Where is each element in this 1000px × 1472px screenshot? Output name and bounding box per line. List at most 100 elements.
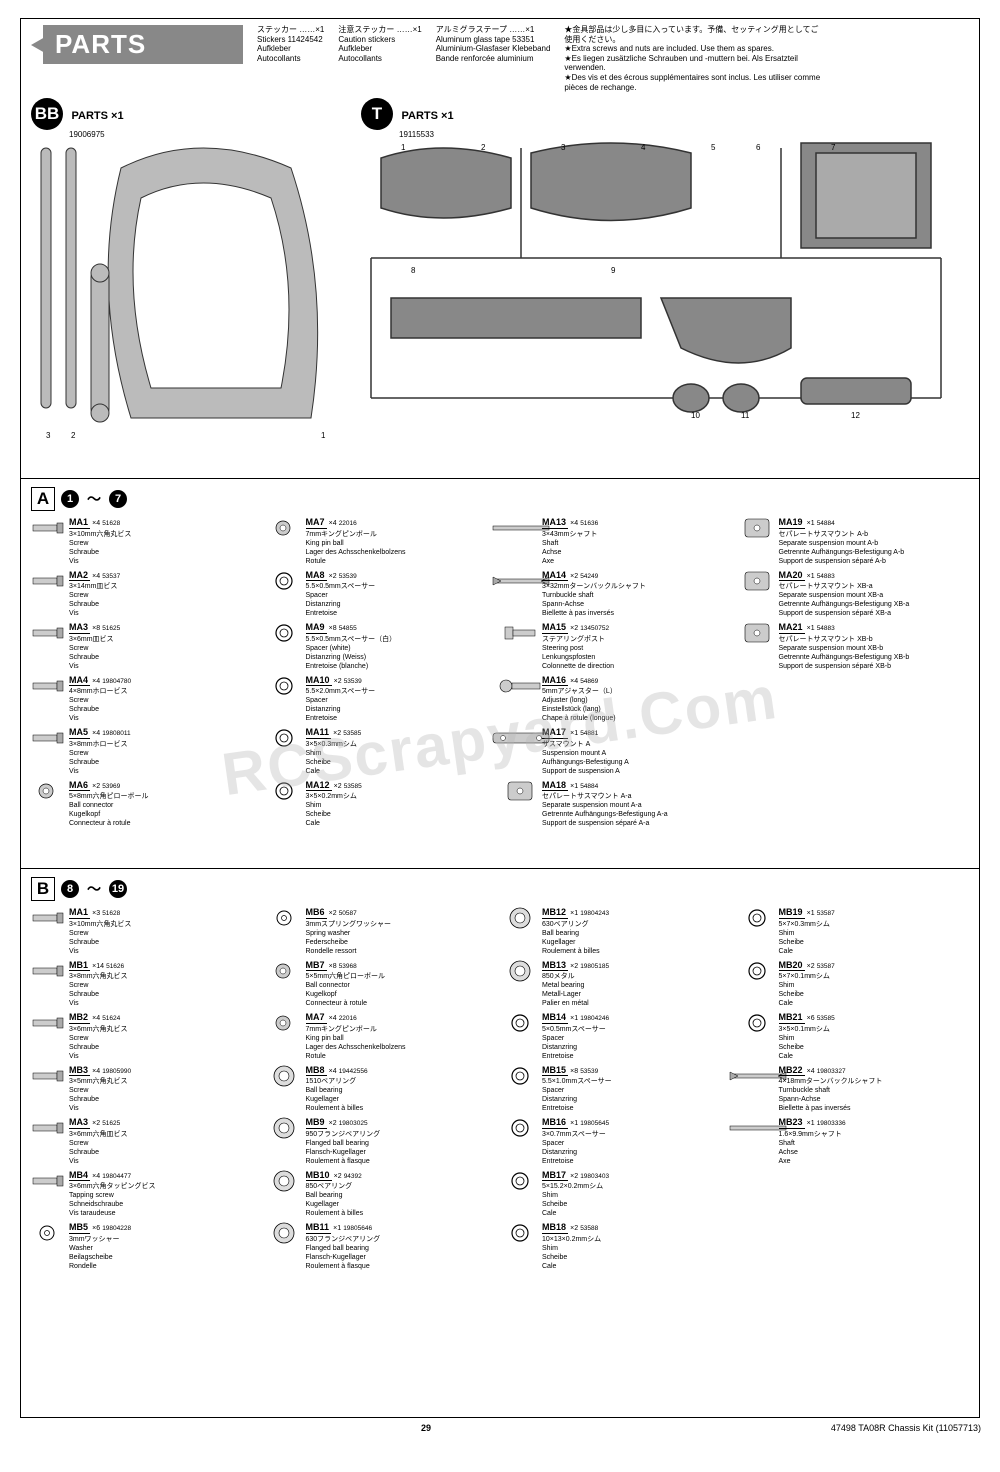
hw-item-MB3: MB3 ×4 198059903×5mm六角丸ビスScrewSchraubeVi… — [31, 1065, 260, 1114]
hw-desc-line: Schraube — [69, 706, 99, 713]
hw-desc-line: Spacer (white) — [306, 645, 351, 652]
hw-desc-line: Entretoise — [542, 1053, 574, 1060]
hw-text: MB4 ×4 198044773×6mm六角タッピングビスTapping scr… — [69, 1170, 260, 1219]
header-col-2: アルミグラステープ ……×1 Aluminum glass tape 53351… — [436, 25, 551, 63]
hw-text: MA21 ×1 54883セパレートサスマウント XB-bSeparate su… — [779, 622, 970, 671]
hw-partnum: 19805990 — [102, 1068, 131, 1075]
hw-code: MB23 — [779, 1117, 805, 1128]
hw-partnum: 53968 — [339, 963, 357, 970]
hw-icon — [31, 622, 65, 644]
hw-partnum: 19804246 — [580, 1015, 609, 1022]
note-2: ★Es liegen zusätzliche Schrauben und -mu… — [564, 54, 824, 73]
hw-desc-line: Scheibe — [306, 759, 331, 766]
hw-icon — [31, 960, 65, 982]
hw-desc-line: Vis — [69, 1105, 79, 1112]
hw-item-MB6: MB6 ×2 505873mmスプリングワッシャーSpring washerFe… — [268, 907, 497, 956]
hw-desc-line: Rondelle ressort — [306, 948, 357, 955]
section-a-header: A 1 〜 7 — [31, 487, 969, 511]
hw-icon — [504, 1222, 538, 1244]
hw-item-MB12: MB12 ×1 19804243630ベアリングBall bearingKuge… — [504, 907, 733, 956]
hw-item-MA20: MA20 ×1 54883セパレートサスマウント XB-aSeparate su… — [741, 570, 970, 619]
hw-desc-line: Palier en métal — [542, 1000, 589, 1007]
hw-desc-line: Shim — [306, 802, 322, 809]
hw-code: MA3 — [69, 622, 90, 633]
hw-desc-line: Vis — [69, 1053, 79, 1060]
hw-item-MB18: MB18 ×2 5358810×13×0.2mmシムShimScheibeCal… — [504, 1222, 733, 1271]
hw-jp: 1.6×9.9mmシャフト — [779, 1131, 842, 1138]
hw-desc-line: Lenkungspfosten — [542, 654, 595, 661]
hw-text: MA5 ×4 198080113×8mmホロービスScrewSchraubeVi… — [69, 727, 260, 776]
bb-circle: BB — [31, 98, 63, 130]
hw-partnum: 51624 — [102, 1015, 120, 1022]
hw-desc-line: Screw — [69, 1140, 88, 1147]
hw-qty: ×4 — [92, 678, 100, 685]
hw-text: MA3 ×8 516253×6mm皿ビスScrewSchraubeVis — [69, 622, 260, 671]
hw-qty: ×2 — [570, 1173, 578, 1180]
hw-desc-line: Getrennte Aufhängungs-Befestigung A-b — [779, 549, 905, 556]
hw-qty: ×2 — [570, 573, 578, 580]
hw-qty: ×1 — [570, 910, 578, 917]
hw-partnum: 54869 — [580, 678, 598, 685]
hw-item-MA7: MA7 ×4 220167mmキングピンボールKing pin ballLage… — [268, 1012, 497, 1061]
hw-text: MB1 ×14 516263×8mm六角丸ビスScrewSchraubeVis — [69, 960, 260, 1009]
hw-qty: ×2 — [92, 1120, 100, 1127]
hw-partnum: 19803327 — [817, 1068, 846, 1075]
hw-qty: ×1 — [570, 730, 578, 737]
hw-partnum: 53539 — [580, 1068, 598, 1075]
hw-partnum: 53585 — [344, 783, 362, 790]
hc0-l0: ステッカー ……×1 — [257, 25, 324, 35]
hw-qty: ×8 — [92, 625, 100, 632]
hw-desc-line: Screw — [69, 982, 88, 989]
hw-desc-line: Ball bearing — [306, 1087, 343, 1094]
hw-desc-line: Vis — [69, 715, 79, 722]
hc2-l3: Bande renforcée aluminium — [436, 54, 551, 64]
hw-desc-line: Rondelle — [69, 1263, 97, 1270]
hw-jp: 630ベアリング — [542, 921, 589, 928]
hw-desc-line: Vis — [69, 610, 79, 617]
hw-desc-line: Spacer — [306, 592, 328, 599]
hw-column: MB12 ×1 19804243630ベアリングBall bearingKuge… — [504, 907, 733, 1271]
hw-qty: ×2 — [334, 678, 342, 685]
hw-column: MA1 ×3 516283×10mm六角丸ビスScrewSchraubeVisM… — [31, 907, 260, 1271]
hw-text: MA7 ×4 220167mmキングピンボールKing pin ballLage… — [306, 1012, 497, 1061]
hw-partnum: 19804477 — [102, 1173, 131, 1180]
hw-desc-line: Schraube — [69, 991, 99, 998]
hw-item-MA1: MA1 ×4 516283×10mm六角丸ビスScrewSchraubeVis — [31, 517, 260, 566]
hw-text: MB5 ×6 198042283mmワッシャーWasherBeilagschei… — [69, 1222, 260, 1271]
hw-icon — [31, 675, 65, 697]
hw-partnum: 19804228 — [102, 1225, 131, 1232]
hw-code: MB5 — [69, 1222, 90, 1233]
hw-icon — [741, 517, 775, 539]
hw-item-MB19: MB19 ×1 535875×7×0.3mmシムShimScheibeCale — [741, 907, 970, 956]
hw-desc-line: Ball connector — [69, 802, 113, 809]
hw-partnum: 19803403 — [580, 1173, 609, 1180]
hw-desc-line: Screw — [69, 1035, 88, 1042]
hw-qty: ×1 — [570, 1120, 578, 1127]
hw-desc-line: Entretoise — [306, 610, 338, 617]
hw-item-MB9: MB9 ×2 19803025950フランジベアリングFlanged ball … — [268, 1117, 497, 1166]
hw-icon — [504, 517, 538, 539]
hw-desc-line: Roulement à billes — [306, 1105, 364, 1112]
t-sub: PARTS ×1 — [402, 110, 454, 122]
hw-icon — [504, 1117, 538, 1139]
hw-item-MB11: MB11 ×1 19805646630フランジベアリングFlanged ball… — [268, 1222, 497, 1271]
hw-icon — [504, 622, 538, 644]
hw-jp: 3×32mmターンバックルシャフト — [542, 583, 646, 590]
hw-jp: 3×0.7mmスペーサー — [542, 1131, 606, 1138]
hw-icon — [31, 907, 65, 929]
svg-text:11: 11 — [741, 411, 750, 420]
hw-partnum: 53588 — [580, 1225, 598, 1232]
hw-icon — [31, 1065, 65, 1087]
svg-text:6: 6 — [756, 143, 761, 152]
hw-desc-line: Schraube — [69, 939, 99, 946]
hw-icon — [31, 780, 65, 802]
note-0: ★金具部品は少し多目に入っています。予備、セッティング用としてご使用ください。 — [564, 25, 824, 44]
hw-desc-line: Spacer — [542, 1035, 564, 1042]
hw-qty: ×4 — [92, 520, 100, 527]
hw-desc-line: Vis — [69, 1000, 79, 1007]
hw-icon — [504, 960, 538, 982]
hw-desc-line: Cale — [306, 820, 320, 827]
hw-text: MB22 ×4 198033274×18mmターンバックルシャフトTurnbuc… — [779, 1065, 970, 1114]
hw-partnum: 50587 — [339, 910, 357, 917]
hw-desc-line: Ball connector — [306, 982, 350, 989]
